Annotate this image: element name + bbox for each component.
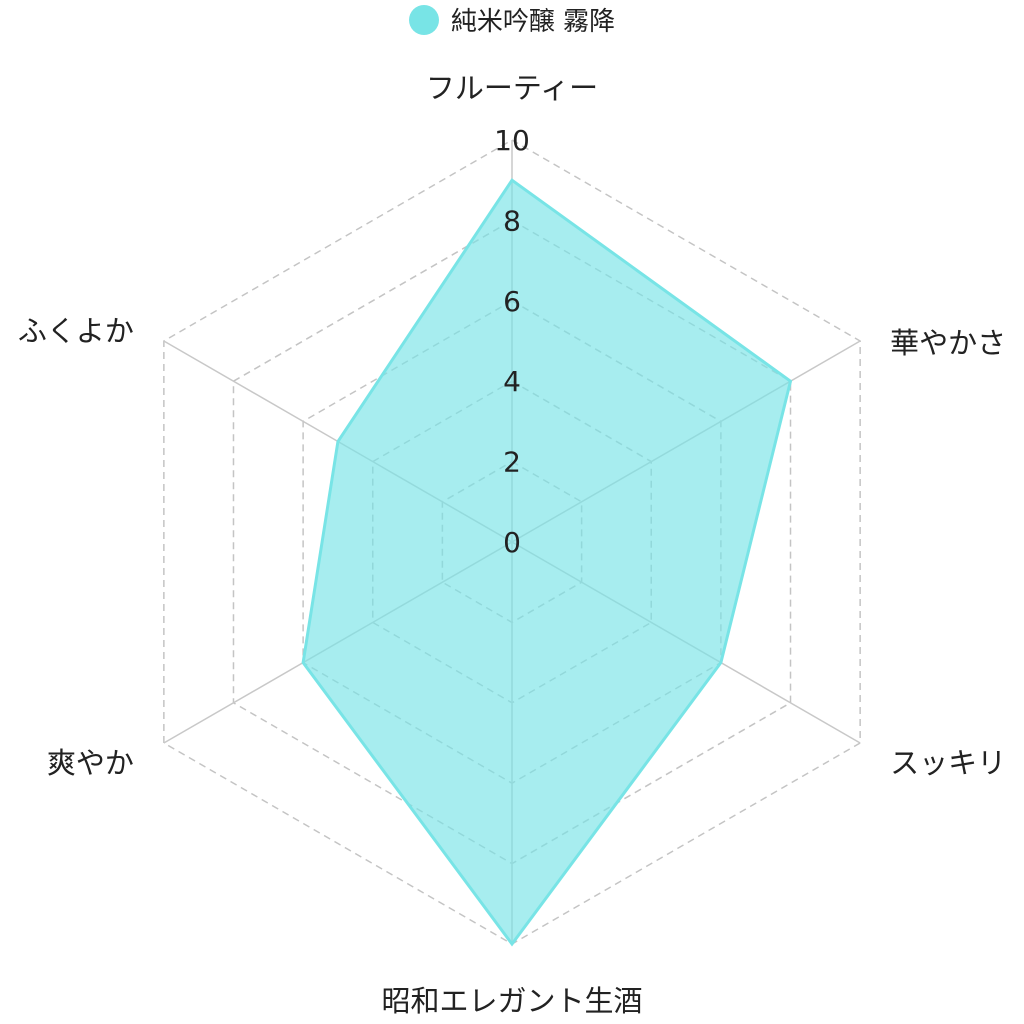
axis-label: 昭和エレガント生酒 [381,984,642,1018]
axis-label: スッキリ [890,746,1006,780]
legend-swatch [408,4,439,35]
tick-label: 4 [503,365,521,398]
axis-label: 華やかさ [890,326,1006,360]
tick-label: 2 [503,446,521,479]
axis-label: 爽やか [47,746,134,780]
series-area [301,178,793,947]
radar-series [301,178,793,947]
tick-label: 6 [503,285,521,318]
radar-tick-labels: 0 2 4 6 8 10 [494,124,530,559]
legend[interactable]: 純米吟醸 霧降 [0,4,1024,40]
tick-label: 0 [503,526,521,559]
tick-label: 8 [503,204,521,237]
tick-label: 10 [494,124,530,157]
axis-label: フルーティー [426,71,598,105]
axis-label: ふくよか [18,314,134,348]
legend-label: 純米吟醸 霧降 [450,7,616,37]
